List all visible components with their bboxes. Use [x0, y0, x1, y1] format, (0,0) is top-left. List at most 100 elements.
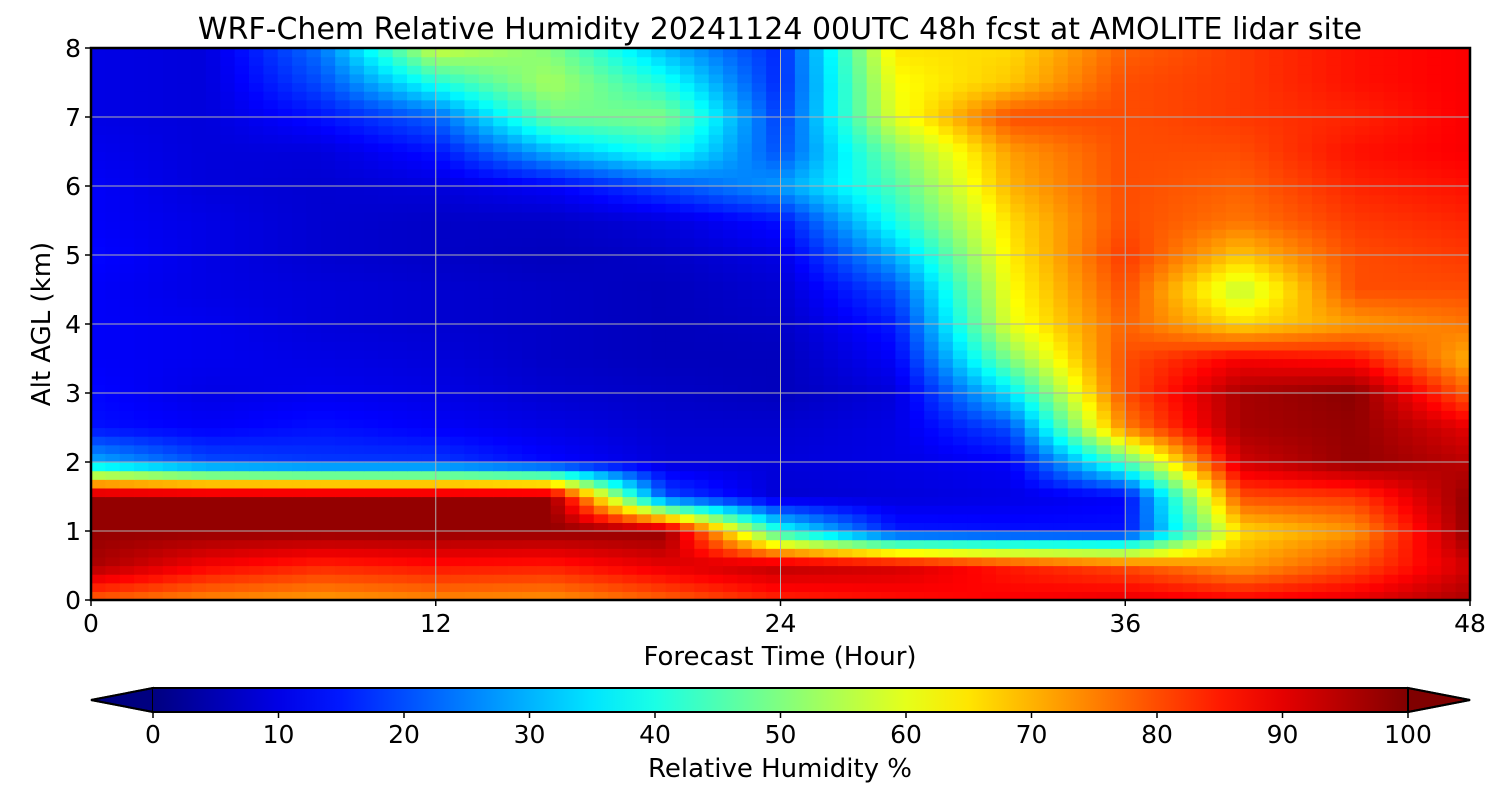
heatmap-cell: [981, 367, 997, 377]
heatmap-cell: [1254, 203, 1270, 213]
heatmap-cell: [392, 375, 408, 385]
heatmap-cell: [1039, 160, 1055, 170]
heatmap-cell: [1297, 522, 1313, 532]
heatmap-cell: [1082, 367, 1098, 377]
heatmap-cell: [981, 237, 997, 247]
heatmap-cell: [177, 211, 193, 222]
heatmap-cell: [1225, 349, 1241, 360]
heatmap-cell: [1283, 444, 1299, 454]
heatmap-cell: [349, 531, 365, 541]
heatmap-cell: [536, 194, 552, 204]
heatmap-cell: [881, 151, 897, 161]
heatmap-cell: [823, 453, 839, 463]
heatmap-cell: [493, 229, 509, 239]
heatmap-cell: [378, 375, 394, 385]
heatmap-cell: [363, 427, 379, 437]
heatmap-cell: [952, 298, 968, 308]
heatmap-cell: [263, 582, 279, 592]
heatmap-cell: [766, 186, 782, 196]
heatmap-cell: [995, 522, 1011, 532]
heatmap-cell: [478, 229, 494, 239]
heatmap-cell: [1254, 280, 1270, 291]
heatmap-cell: [263, 280, 279, 291]
heatmap-cell: [1268, 505, 1284, 515]
heatmap-cell: [249, 384, 264, 394]
heatmap-cell: [320, 487, 336, 498]
heatmap-cell: [464, 280, 480, 291]
heatmap-cell: [995, 349, 1011, 360]
heatmap-cell: [1024, 220, 1040, 230]
heatmap-cell: [967, 315, 983, 325]
heatmap-cell: [1110, 315, 1126, 325]
heatmap-cell: [852, 203, 868, 213]
heatmap-cell: [593, 384, 609, 394]
heatmap-cell: [450, 453, 466, 463]
heatmap-cell: [837, 548, 853, 558]
heatmap-cell: [665, 289, 681, 299]
heatmap-cell: [1426, 349, 1442, 360]
heatmap-cell: [162, 194, 178, 204]
heatmap-cell: [737, 556, 753, 567]
heatmap-cell: [651, 496, 667, 506]
heatmap-cell: [205, 591, 221, 600]
heatmap-cell: [292, 341, 308, 351]
heatmap-cell: [794, 548, 810, 558]
heatmap-cell: [794, 401, 810, 411]
heatmap-cell: [1153, 229, 1169, 239]
heatmap-cell: [665, 255, 681, 265]
heatmap-cell: [622, 255, 638, 265]
heatmap-cell: [263, 367, 279, 377]
heatmap-cell: [220, 462, 236, 472]
heatmap-cell: [593, 556, 609, 567]
heatmap-cell: [320, 203, 336, 213]
heatmap-cell: [1067, 229, 1083, 239]
heatmap-cell: [392, 289, 408, 299]
heatmap-cell: [464, 513, 480, 523]
heatmap-cell: [723, 341, 739, 351]
heatmap-cell: [780, 574, 796, 584]
heatmap-cell: [1182, 427, 1198, 437]
heatmap-cell: [579, 298, 595, 308]
heatmap-cell: [995, 436, 1011, 446]
heatmap-cell: [809, 393, 825, 403]
heatmap-cell: [493, 591, 509, 600]
heatmap-cell: [148, 384, 164, 394]
heatmap-cell: [335, 298, 351, 308]
heatmap-cell: [550, 272, 566, 282]
heatmap-cell: [205, 496, 221, 506]
heatmap-cell: [1254, 444, 1270, 454]
heatmap-cell: [1182, 591, 1198, 600]
heatmap-cell: [1340, 237, 1356, 247]
heatmap-cell: [220, 384, 236, 394]
heatmap-cell: [1311, 565, 1327, 575]
heatmap-cell: [766, 505, 782, 515]
heatmap-cell: [1268, 539, 1284, 549]
heatmap-cell: [349, 203, 365, 213]
heatmap-cell: [1383, 160, 1399, 170]
heatmap-cell: [1426, 375, 1442, 385]
heatmap-cell: [1182, 487, 1198, 498]
heatmap-cell: [766, 556, 782, 567]
heatmap-cell: [967, 393, 983, 403]
heatmap-cell: [407, 384, 422, 394]
heatmap-cell: [866, 418, 882, 429]
heatmap-cell: [565, 229, 580, 239]
heatmap-cell: [823, 194, 839, 204]
heatmap-cell: [852, 306, 868, 316]
heatmap-cell: [1340, 505, 1356, 515]
heatmap-cell: [593, 496, 609, 506]
heatmap-cell: [421, 539, 437, 549]
heatmap-cell: [521, 539, 537, 549]
heatmap-cell: [1369, 453, 1385, 463]
heatmap-cell: [464, 349, 480, 360]
heatmap-cell: [1053, 211, 1069, 222]
heatmap-cell: [909, 393, 925, 403]
heatmap-cell: [1455, 306, 1470, 316]
heatmap-cell: [205, 367, 221, 377]
heatmap-cell: [1211, 565, 1227, 575]
heatmap-cell: [622, 237, 638, 247]
heatmap-cell: [335, 246, 351, 256]
heatmap-cell: [134, 151, 150, 161]
heatmap-cell: [91, 151, 106, 161]
heatmap-cell: [335, 384, 351, 394]
